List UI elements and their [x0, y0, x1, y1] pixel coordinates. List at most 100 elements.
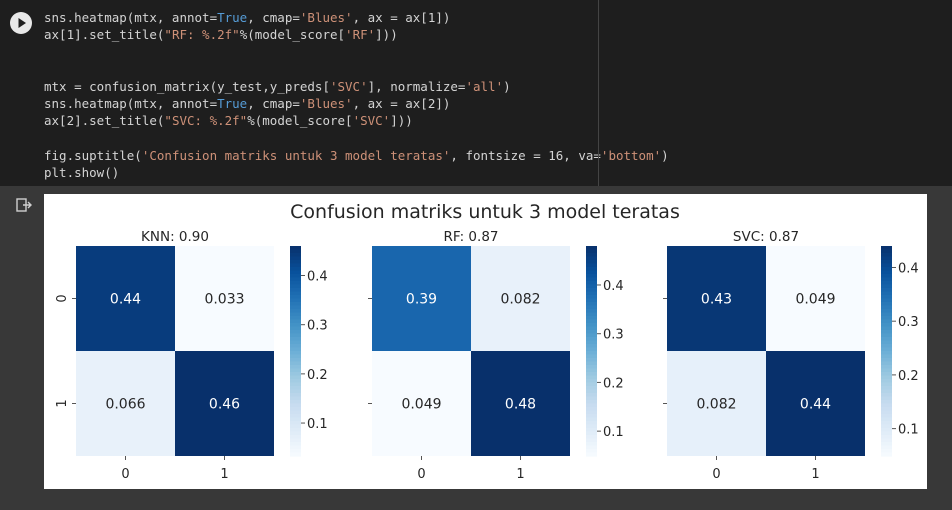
- colorbar-segment: [290, 424, 301, 429]
- colorbar-segment: [881, 351, 892, 356]
- colorbar-segment: [290, 340, 301, 345]
- y-tick-label: 0: [55, 294, 70, 302]
- colorbar-segment: [290, 323, 301, 328]
- colorbar-segment: [586, 277, 597, 282]
- code-token: ])): [390, 113, 413, 129]
- code-line: fig.suptitle('Confusion matriks untuk 3 …: [44, 147, 669, 164]
- code-token: , ax = ax[2]): [352, 95, 451, 111]
- colorbar-segment: [290, 365, 301, 370]
- colorbar-segment: [290, 435, 301, 440]
- colorbar-segment: [290, 375, 301, 380]
- colorbar-segment: [290, 302, 301, 307]
- code-line: plt.show(): [44, 164, 599, 181]
- panel-title: KNN: 0.90: [141, 229, 209, 245]
- colorbar-segment: [881, 319, 892, 324]
- colorbar-segment: [586, 421, 597, 426]
- code-token: 'SVC': [329, 78, 368, 94]
- colorbar-segment: [586, 396, 597, 401]
- colorbar-segment: [881, 368, 892, 373]
- colorbar-segment: [586, 410, 597, 415]
- colorbar-segment: [290, 326, 301, 331]
- colorbar-segment: [586, 281, 597, 286]
- code-editor[interactable]: sns.heatmap(mtx, annot= True , cmap= 'Blues…: [44, 9, 669, 181]
- colorbar-segment: [290, 319, 301, 324]
- colorbar-tick-label: 0.2: [603, 376, 624, 391]
- code-line: sns.heatmap(mtx, annot=True, cmap='Blues…: [44, 95, 599, 112]
- code-token: "SVC: %.2f": [164, 113, 248, 129]
- cell-annotation: 0.48: [505, 397, 536, 413]
- x-tick-label: 0: [712, 467, 720, 482]
- colorbar-segment: [586, 361, 597, 366]
- colorbar-segment: [586, 312, 597, 317]
- colorbar-segment: [290, 316, 301, 321]
- colorbar-segment: [881, 438, 892, 443]
- colorbar-segment: [881, 452, 892, 457]
- colorbar-segment: [290, 305, 301, 310]
- colorbar-segment: [881, 358, 892, 363]
- colorbar-tick-label: 0.2: [898, 369, 919, 384]
- code-token: ])): [375, 27, 398, 43]
- colorbar-segment: [881, 253, 892, 258]
- colorbar-segment: [881, 382, 892, 387]
- colorbar-segment: [881, 312, 892, 317]
- colorbar-segment: [290, 274, 301, 279]
- code-line: sns.heatmap(mtx, annot=True, cmap='Blues…: [44, 9, 599, 26]
- cell-annotation: 0.44: [110, 292, 141, 308]
- colorbar-segment: [586, 267, 597, 272]
- colorbar-segment: [881, 431, 892, 436]
- colorbar-segment: [586, 417, 597, 422]
- code-token: ): [503, 78, 511, 94]
- colorbar-segment: [290, 382, 301, 387]
- colorbar-segment: [586, 284, 597, 289]
- code-line: ax[1].set_title("RF: %.2f"%(model_score[…: [44, 26, 599, 43]
- code-token: mtx = confusion_matrix(y_test,y_preds[: [44, 78, 330, 94]
- colorbar-segment: [290, 421, 301, 426]
- code-token: 'Blues': [299, 10, 353, 25]
- colorbar-segment: [586, 428, 597, 433]
- colorbar-segment: [290, 431, 301, 436]
- colorbar-segment: [586, 386, 597, 391]
- colorbar-segment: [586, 274, 597, 279]
- colorbar-tick-label: 0.4: [307, 270, 328, 285]
- run-cell-button[interactable]: [10, 12, 32, 34]
- cell-annotation: 0.46: [209, 397, 240, 413]
- colorbar-tick-label: 0.1: [307, 417, 328, 432]
- colorbar-segment: [586, 424, 597, 429]
- colorbar-tick-label: 0.4: [898, 261, 919, 276]
- colorbar-segment: [290, 312, 301, 317]
- cell-annotation: 0.39: [406, 292, 437, 308]
- colorbar-segment: [586, 358, 597, 363]
- colorbar-segment: [290, 372, 301, 377]
- code-token: 'RF': [345, 27, 376, 43]
- code-token: "RF: %.2f": [164, 27, 240, 43]
- colorbar-segment: [881, 361, 892, 366]
- heatmap-cell: [175, 246, 274, 351]
- colorbar-segment: [586, 298, 597, 303]
- colorbar-segment: [881, 298, 892, 303]
- heatmap-cell: [471, 246, 570, 351]
- output-icon[interactable]: [16, 198, 32, 212]
- colorbar-segment: [586, 403, 597, 408]
- colorbar-segment: [881, 403, 892, 408]
- colorbar-segment: [586, 368, 597, 373]
- colorbar-tick-label: 0.3: [603, 328, 624, 343]
- colorbar-segment: [881, 330, 892, 335]
- colorbar-segment: [881, 428, 892, 433]
- code-line: mtx = confusion_matrix(y_test,y_preds['S…: [44, 78, 599, 95]
- code-token: ], normalize=: [367, 78, 466, 94]
- colorbar-segment: [586, 354, 597, 359]
- code-token: , cmap=: [247, 95, 300, 111]
- code-token: sns.heatmap(mtx, annot=: [44, 95, 218, 111]
- colorbar-segment: [290, 449, 301, 454]
- colorbar-segment: [290, 309, 301, 314]
- code-token: True: [217, 10, 248, 25]
- colorbar-segment: [290, 344, 301, 349]
- colorbar-segment: [290, 361, 301, 366]
- cell-annotation: 0.066: [105, 397, 145, 413]
- play-icon: [18, 18, 26, 28]
- heatmap-cell: [766, 351, 865, 456]
- code-cell[interactable]: sns.heatmap(mtx, annot= True , cmap= 'Blues…: [0, 0, 952, 186]
- code-token: ax[2].set_title(: [44, 113, 165, 129]
- colorbar-segment: [290, 246, 301, 251]
- colorbar-segment: [881, 347, 892, 352]
